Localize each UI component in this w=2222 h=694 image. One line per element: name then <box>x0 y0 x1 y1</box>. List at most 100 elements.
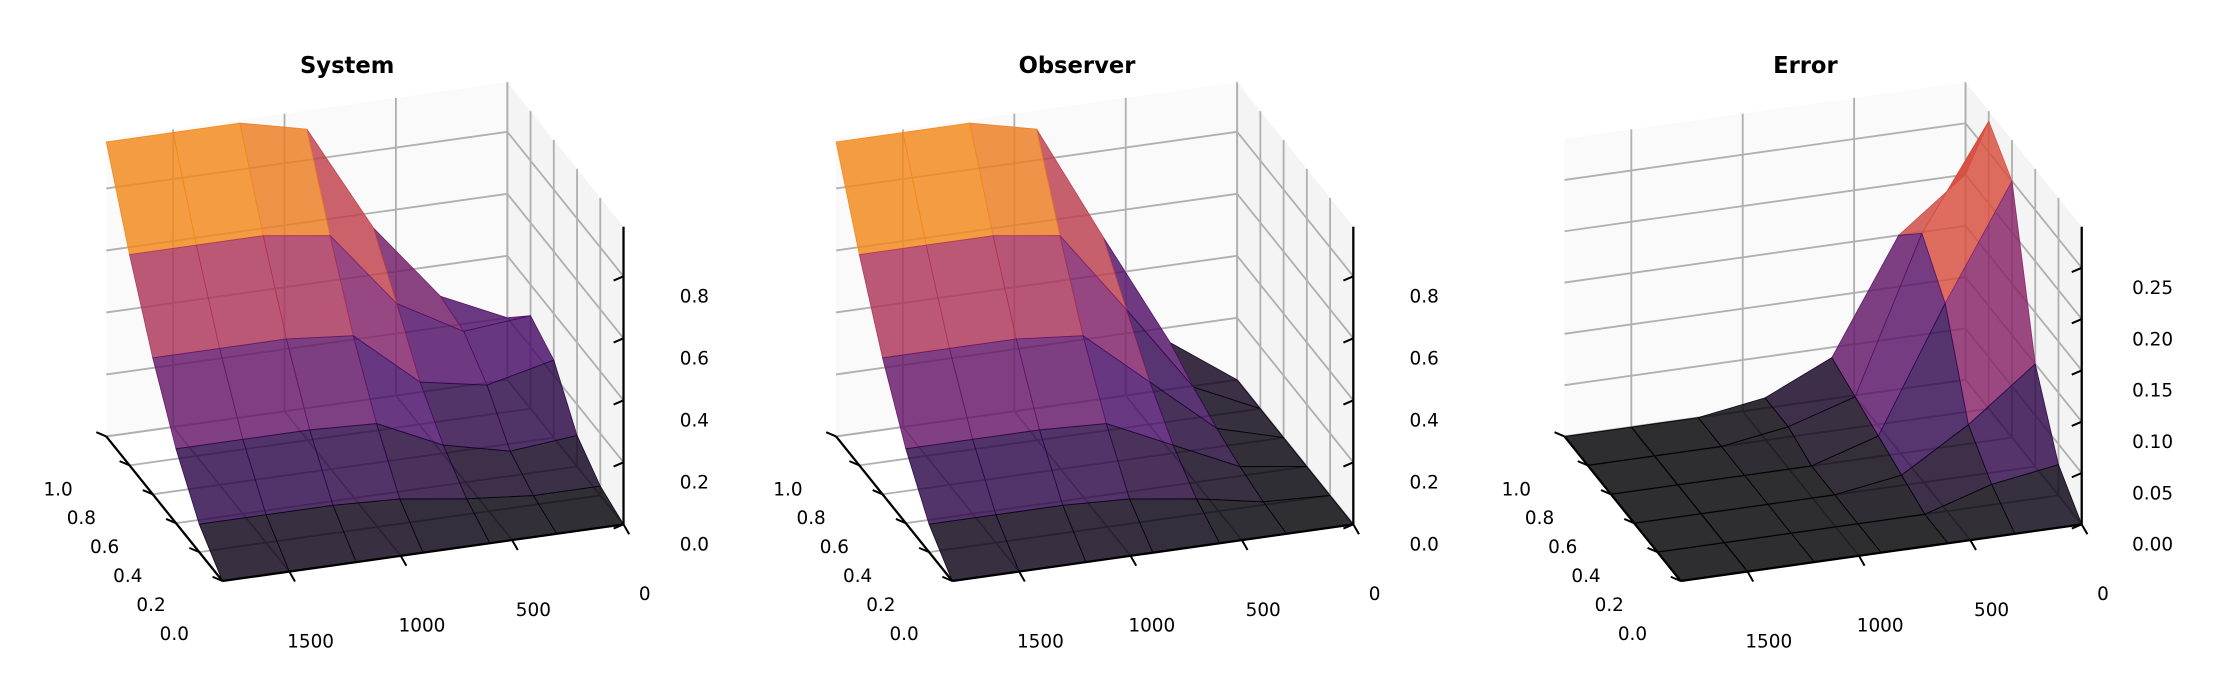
grid-line <box>1236 317 1355 463</box>
tick-mark <box>188 546 200 554</box>
tick-mark <box>622 523 631 535</box>
tick-mark <box>1241 539 1249 551</box>
tick-mark <box>872 489 883 496</box>
tick-mark <box>1746 571 1755 582</box>
tick-mark <box>918 546 930 554</box>
tick-mark <box>1343 337 1354 344</box>
z-tick-label: 0.15 <box>2132 381 2173 402</box>
z-tick-label: 0.6 <box>680 349 709 370</box>
tick-mark <box>2071 369 2083 376</box>
tick-mark <box>613 399 624 406</box>
y-tick-label: 0.0 <box>1618 624 1647 645</box>
tick-mark <box>119 460 130 467</box>
z-tick-label: 0.8 <box>1410 287 1439 308</box>
z-tick-label: 0.6 <box>1410 349 1439 370</box>
y-tick-label: 0.8 <box>67 508 96 529</box>
y-tick-label: 0.6 <box>90 537 119 558</box>
x-tick-label: 0 <box>639 584 651 605</box>
z-tick-label: 0.2 <box>1410 473 1439 494</box>
y-tick-label: 0.2 <box>1595 595 1624 616</box>
y-tick-label: 0.2 <box>866 595 895 616</box>
tick-mark <box>613 461 624 468</box>
tick-mark <box>2071 523 2083 530</box>
grid-line <box>506 255 625 401</box>
x-tick-label: 500 <box>1974 600 2009 621</box>
y-tick-label: 0.4 <box>1571 566 1600 587</box>
z-tick-label: 0.8 <box>680 287 709 308</box>
tick-mark <box>142 489 154 496</box>
tick-mark <box>895 518 907 525</box>
tick-mark <box>212 575 223 582</box>
grid-line <box>1236 193 1355 339</box>
subplot-title: System <box>300 53 394 79</box>
z-tick-label: 0.10 <box>2132 432 2173 453</box>
tick-mark <box>1343 275 1354 282</box>
tick-mark <box>1554 431 1565 438</box>
grid-line <box>1564 173 1966 233</box>
tick-mark <box>1858 555 1866 567</box>
x-tick-label: 1500 <box>1017 631 1064 652</box>
tick-mark <box>849 460 860 467</box>
y-tick-label: 1.0 <box>773 479 802 500</box>
tick-mark <box>613 523 624 530</box>
axis-line <box>835 435 954 582</box>
tick-mark <box>399 555 408 567</box>
tick-mark <box>1018 571 1026 582</box>
tick-mark <box>1343 523 1354 530</box>
z-tick-label: 0.20 <box>2132 329 2173 350</box>
tick-mark <box>165 518 177 525</box>
tick-mark <box>1577 460 1589 467</box>
x-tick-label: 500 <box>1246 600 1281 621</box>
tick-mark <box>1623 518 1635 525</box>
subplot-title: Error <box>1773 53 1838 79</box>
y-tick-label: 0.6 <box>1548 537 1577 558</box>
tick-mark <box>1129 555 1138 567</box>
grid-line <box>506 193 625 339</box>
tick-mark <box>613 337 624 344</box>
y-tick-label: 0.4 <box>113 566 142 587</box>
z-tick-label: 0.4 <box>680 411 709 432</box>
tick-mark <box>2071 266 2083 273</box>
side-pane <box>1237 82 1354 525</box>
x-tick-label: 1000 <box>399 616 446 637</box>
tick-mark <box>1647 546 1658 554</box>
tick-mark <box>288 571 296 582</box>
tick-mark <box>95 431 107 438</box>
x-tick-label: 1500 <box>287 631 334 652</box>
tick-mark <box>2080 523 2089 535</box>
grid-line <box>506 131 625 277</box>
z-tick-label: 0.25 <box>2132 278 2173 299</box>
tick-mark <box>1969 539 1977 551</box>
tick-mark <box>1343 399 1354 406</box>
subplot: Observer 0 500 1000 1500 0.0 0.2 0.4 0.6 0.8 1.0 0.… <box>773 53 1439 652</box>
tick-mark <box>2071 420 2083 427</box>
y-tick-label: 0.0 <box>160 624 189 645</box>
tick-mark <box>941 575 953 582</box>
subplot-title: Observer <box>1019 53 1137 79</box>
y-tick-label: 0.2 <box>136 595 165 616</box>
subplot: Error 0 500 1000 1500 0.0 0.2 0.4 0.6 0.8 1.0 0.00 0… <box>1502 53 2173 652</box>
x-tick-label: 1000 <box>1128 616 1175 637</box>
tick-mark <box>2071 318 2083 325</box>
tick-mark <box>613 275 624 282</box>
y-tick-label: 0.8 <box>797 508 826 529</box>
tick-mark <box>1600 489 1612 496</box>
grid-line <box>1236 131 1355 277</box>
tick-mark <box>1343 461 1354 468</box>
figure-body: System 0 500 1000 1500 0.0 0.2 0.4 0.6 0.8 1.0 0.0 0… <box>43 53 2173 652</box>
z-tick-label: 0.2 <box>680 473 709 494</box>
z-tick-label: 0.4 <box>1410 411 1439 432</box>
tick-mark <box>1670 575 1682 582</box>
tick-mark <box>511 539 519 551</box>
z-tick-label: 0.0 <box>680 535 709 556</box>
grid-line <box>1564 122 1966 181</box>
x-tick-label: 1000 <box>1857 616 1904 637</box>
tick-mark <box>1352 523 1360 535</box>
z-tick-label: 0.0 <box>1410 535 1439 556</box>
subplot: System 0 500 1000 1500 0.0 0.2 0.4 0.6 0.8 1.0 0.0 0… <box>43 53 709 652</box>
y-tick-label: 0.6 <box>820 537 849 558</box>
y-tick-label: 0.4 <box>843 566 872 587</box>
x-tick-label: 0 <box>1369 584 1381 605</box>
z-tick-label: 0.05 <box>2132 483 2173 504</box>
